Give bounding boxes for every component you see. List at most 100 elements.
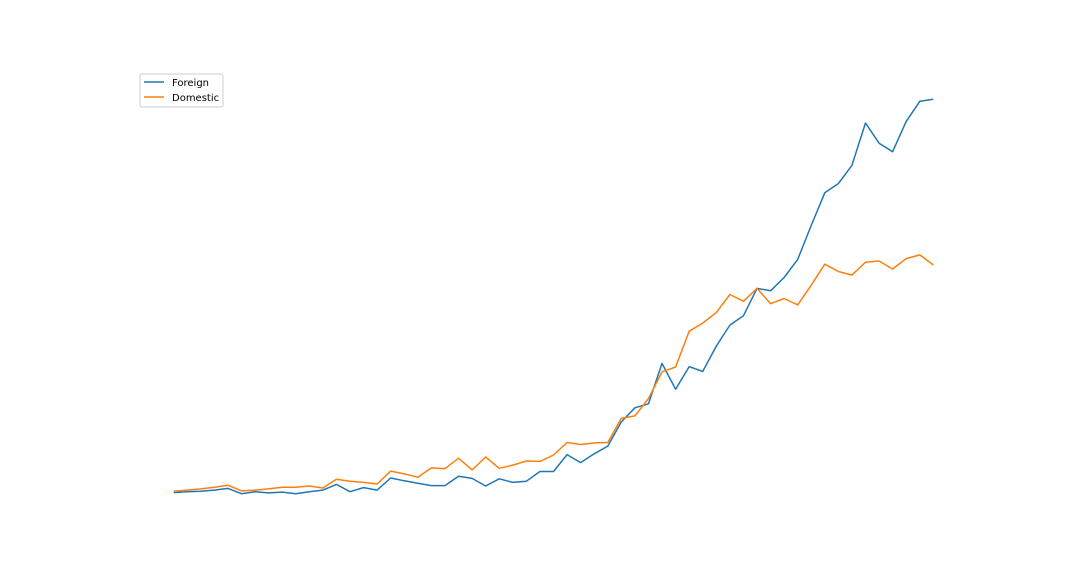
data-point-domestic xyxy=(891,268,893,270)
data-point-foreign xyxy=(905,120,907,122)
data-point-domestic xyxy=(607,441,609,443)
data-point-domestic xyxy=(919,254,921,256)
data-point-domestic xyxy=(295,486,297,488)
data-point-domestic xyxy=(186,489,188,491)
data-point-foreign xyxy=(281,491,283,493)
legend-label-domestic: Domestic xyxy=(172,93,219,104)
data-point-foreign xyxy=(634,407,636,409)
data-point-domestic xyxy=(254,489,256,491)
data-point-domestic xyxy=(905,257,907,259)
data-point-foreign xyxy=(240,493,242,495)
data-point-foreign xyxy=(702,370,704,372)
data-point-domestic xyxy=(837,270,839,272)
data-point-foreign xyxy=(200,490,202,492)
data-point-domestic xyxy=(864,261,866,263)
data-point-domestic xyxy=(240,490,242,492)
data-point-domestic xyxy=(322,487,324,489)
data-point-foreign xyxy=(715,345,717,347)
data-point-domestic xyxy=(267,488,269,490)
legend-label-foreign: Foreign xyxy=(172,78,209,89)
data-point-domestic xyxy=(525,460,527,462)
data-point-domestic xyxy=(457,457,459,459)
data-point-domestic xyxy=(498,467,500,469)
data-point-domestic xyxy=(444,468,446,470)
data-point-foreign xyxy=(295,493,297,495)
data-point-domestic xyxy=(335,478,337,480)
data-point-foreign xyxy=(227,487,229,489)
data-point-foreign xyxy=(403,480,405,482)
data-point-domestic xyxy=(878,260,880,262)
data-point-domestic xyxy=(688,330,690,332)
data-point-foreign xyxy=(417,482,419,484)
data-point-foreign xyxy=(647,403,649,405)
data-point-foreign xyxy=(362,486,364,488)
data-point-domestic xyxy=(173,490,175,492)
data-point-foreign xyxy=(824,192,826,194)
data-point-domestic xyxy=(851,274,853,276)
series-line-foreign xyxy=(173,98,934,495)
data-point-foreign xyxy=(308,491,310,493)
data-point-domestic xyxy=(593,442,595,444)
data-point-foreign xyxy=(932,98,934,100)
data-point-foreign xyxy=(783,276,785,278)
data-point-domestic xyxy=(729,293,731,295)
data-point-foreign xyxy=(471,477,473,479)
data-point-domestic xyxy=(390,470,392,472)
data-point-foreign xyxy=(864,122,866,124)
data-point-domestic xyxy=(349,480,351,482)
data-point-domestic xyxy=(417,476,419,478)
data-point-foreign xyxy=(213,489,215,491)
data-point-foreign xyxy=(512,481,514,483)
data-point-foreign xyxy=(457,475,459,477)
data-point-foreign xyxy=(661,362,663,364)
data-point-foreign xyxy=(593,453,595,455)
data-point-domestic xyxy=(471,469,473,471)
data-point-domestic xyxy=(661,371,663,373)
data-point-domestic xyxy=(308,485,310,487)
chart-legend: Foreign Domestic xyxy=(139,73,224,108)
data-point-foreign xyxy=(742,315,744,317)
data-point-foreign xyxy=(797,258,799,260)
data-point-domestic xyxy=(647,397,649,399)
data-point-foreign xyxy=(579,461,581,463)
data-point-domestic xyxy=(674,366,676,368)
data-point-domestic xyxy=(200,488,202,490)
data-point-foreign xyxy=(851,164,853,166)
data-point-domestic xyxy=(362,481,364,483)
data-point-domestic xyxy=(566,441,568,443)
data-point-domestic xyxy=(620,417,622,419)
data-point-foreign xyxy=(267,492,269,494)
data-point-domestic xyxy=(634,415,636,417)
data-point-foreign xyxy=(444,484,446,486)
data-point-domestic xyxy=(213,486,215,488)
plot-area xyxy=(173,98,934,495)
data-point-domestic xyxy=(512,464,514,466)
data-point-domestic xyxy=(769,303,771,305)
data-point-foreign xyxy=(376,489,378,491)
data-point-foreign xyxy=(525,480,527,482)
data-point-domestic xyxy=(797,304,799,306)
data-point-domestic xyxy=(756,287,758,289)
data-point-foreign xyxy=(607,445,609,447)
data-point-foreign xyxy=(335,483,337,485)
data-point-foreign xyxy=(837,182,839,184)
data-point-foreign xyxy=(552,470,554,472)
data-point-foreign xyxy=(485,485,487,487)
data-point-domestic xyxy=(281,486,283,488)
data-point-domestic xyxy=(932,264,934,266)
data-point-foreign xyxy=(810,224,812,226)
data-point-foreign xyxy=(688,365,690,367)
data-point-domestic xyxy=(824,263,826,265)
data-point-domestic xyxy=(539,460,541,462)
data-point-domestic xyxy=(579,443,581,445)
data-point-domestic xyxy=(552,454,554,456)
data-point-foreign xyxy=(769,290,771,292)
data-point-foreign xyxy=(390,477,392,479)
data-point-foreign xyxy=(674,388,676,390)
data-point-foreign xyxy=(498,478,500,480)
data-point-foreign xyxy=(539,470,541,472)
data-point-domestic xyxy=(810,284,812,286)
data-point-foreign xyxy=(349,491,351,493)
series-line-domestic xyxy=(173,254,934,493)
